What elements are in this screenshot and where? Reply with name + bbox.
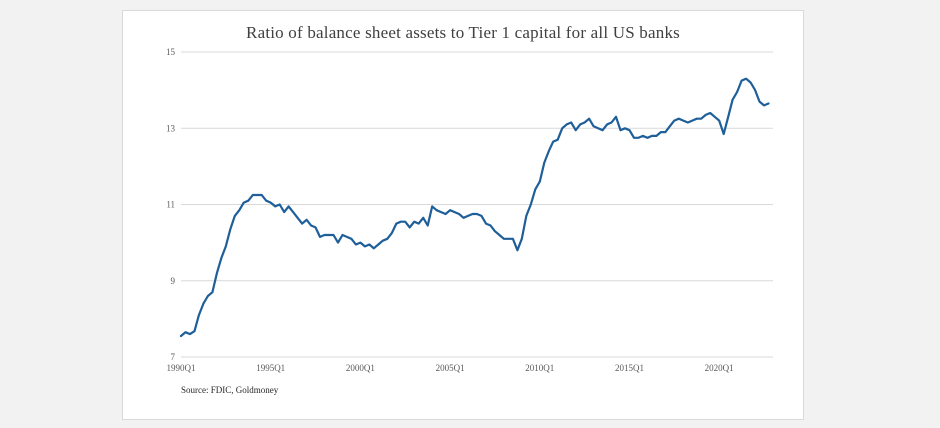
line-chart: 7 9 11 13 15 1990Q1 1995Q1 2000Q1 2005Q1 2010Q1 2… bbox=[166, 47, 773, 373]
x-tick-label: 2020Q1 bbox=[705, 363, 734, 373]
y-tick-label: 9 bbox=[171, 276, 176, 286]
y-axis: 7 9 11 13 15 bbox=[166, 47, 176, 362]
gridlines bbox=[181, 51, 773, 282]
y-tick-label: 15 bbox=[166, 47, 176, 57]
x-tick-label: 2005Q1 bbox=[436, 363, 465, 373]
x-tick-label: 2000Q1 bbox=[346, 363, 375, 373]
x-tick-label: 2010Q1 bbox=[525, 363, 554, 373]
chart-card: Ratio of balance sheet assets to Tier 1 … bbox=[122, 10, 804, 420]
chart-source: Source: FDIC, Goldmoney bbox=[181, 385, 279, 395]
series-line bbox=[179, 77, 770, 338]
y-tick-label: 11 bbox=[166, 200, 175, 210]
x-tick-label: 1995Q1 bbox=[256, 363, 285, 373]
x-tick-label: 1990Q1 bbox=[167, 363, 196, 373]
chart-title: Ratio of balance sheet assets to Tier 1 … bbox=[246, 23, 680, 42]
x-axis: 1990Q1 1995Q1 2000Q1 2005Q1 2010Q1 2015Q1 2020… bbox=[167, 356, 773, 373]
y-tick-label: 7 bbox=[171, 352, 176, 362]
x-tick-label: 2015Q1 bbox=[615, 363, 644, 373]
series bbox=[179, 77, 770, 338]
y-tick-label: 13 bbox=[166, 123, 176, 133]
